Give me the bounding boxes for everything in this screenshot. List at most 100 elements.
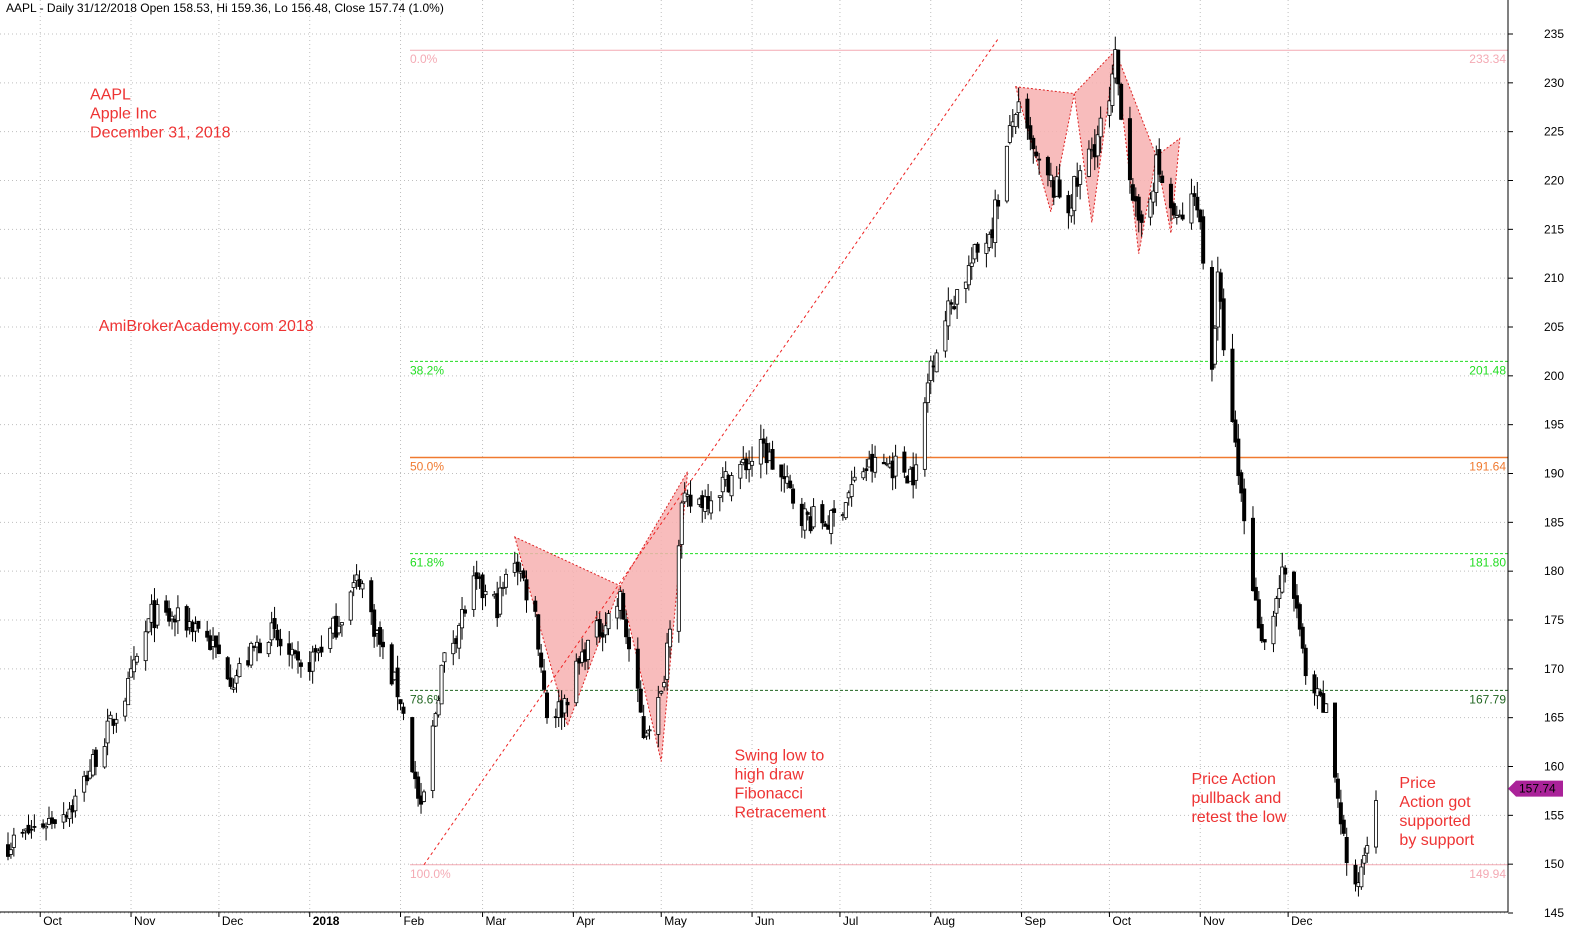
- annotation-line: AmiBrokerAcademy.com 2018: [99, 318, 314, 335]
- candle-body: [266, 642, 271, 655]
- candle-body: [269, 622, 274, 641]
- candle-body: [413, 771, 418, 780]
- candle-body: [1028, 125, 1033, 140]
- candle-body: [82, 775, 87, 793]
- fib-level-value: 191.64: [1469, 459, 1506, 473]
- candle-body: [1168, 183, 1173, 209]
- x-tick-label: 2018: [313, 914, 340, 928]
- candle-body: [1127, 118, 1132, 181]
- candle-body: [348, 591, 353, 621]
- candle-body: [328, 627, 333, 649]
- y-tick-label: 195: [1544, 418, 1564, 432]
- x-tick-label: Feb: [404, 914, 425, 928]
- candle-body: [665, 642, 670, 680]
- candle-body: [1277, 588, 1282, 599]
- candle-body: [1016, 101, 1021, 114]
- x-tick-label: Dec: [1291, 914, 1312, 928]
- candle-body: [257, 642, 262, 654]
- y-tick-label: 160: [1544, 760, 1564, 774]
- candle-body: [820, 504, 825, 524]
- candle-body: [1256, 599, 1261, 629]
- candle-body: [1212, 327, 1217, 365]
- annotation-line: Action got: [1399, 794, 1471, 811]
- fib-level-value: 201.48: [1469, 363, 1506, 377]
- fib-level-value: 149.94: [1469, 867, 1506, 881]
- candle-body: [852, 476, 857, 481]
- candle-body: [624, 619, 629, 638]
- last-price-tag-shape: [1508, 780, 1563, 797]
- candle-body: [1239, 472, 1244, 494]
- candle-body: [102, 746, 107, 768]
- candle-body: [747, 463, 752, 470]
- candle-body: [460, 609, 465, 629]
- candle-body: [963, 281, 968, 289]
- fib-level-value: 167.79: [1469, 692, 1506, 706]
- candlestick-layer: [6, 36, 1379, 897]
- annotation-text: AAPL Apple Inc December 31, 2018: [90, 86, 231, 141]
- annotation-layer: AAPL Apple Inc December 31, 2018 AmiBrokerA…: [90, 86, 1475, 849]
- candle-body: [462, 609, 467, 614]
- candle-body: [1332, 702, 1337, 778]
- candle-body: [788, 480, 793, 489]
- candle-body: [1086, 148, 1091, 177]
- y-tick-labels: 145 150 155 160 165 170 175 180 185 190 195 200 205 2…: [1508, 27, 1564, 920]
- candle-body: [952, 306, 957, 310]
- candle-body: [943, 320, 948, 352]
- candle-body: [175, 607, 180, 622]
- candle-body: [688, 494, 693, 507]
- candle-body: [1353, 864, 1358, 885]
- candle-body: [372, 609, 377, 637]
- candle-body: [184, 606, 189, 631]
- candle-body: [395, 667, 400, 698]
- y-tick-label: 200: [1544, 369, 1564, 383]
- candle-body: [421, 791, 426, 802]
- candle-body: [1283, 567, 1288, 575]
- candle-body: [1095, 134, 1100, 157]
- candle-body: [893, 455, 898, 477]
- candle-body: [770, 449, 775, 470]
- candle-body: [720, 476, 725, 493]
- candle-body: [934, 352, 939, 373]
- candle-body: [410, 717, 415, 773]
- candle-body: [524, 579, 529, 601]
- annotation-line: by support: [1399, 832, 1474, 849]
- annotation-text: Price Action got supported by support: [1399, 775, 1474, 849]
- x-tick-label: Mar: [486, 914, 507, 928]
- y-tick-label: 225: [1544, 125, 1564, 139]
- candle-body: [993, 199, 998, 243]
- x-tick-label: Sep: [1025, 914, 1047, 928]
- candle-body: [474, 572, 479, 580]
- y-tick-label: 230: [1544, 76, 1564, 90]
- candle-body: [1148, 198, 1153, 218]
- candle-body: [401, 706, 406, 714]
- candle-body: [1230, 348, 1235, 423]
- candle-body: [544, 692, 549, 719]
- annotation-line: Price Action: [1191, 771, 1275, 788]
- candle-body: [615, 605, 620, 619]
- candle-body: [1300, 626, 1305, 649]
- candle-body: [1236, 438, 1241, 477]
- candle-body: [1045, 157, 1050, 176]
- x-tick-label: Oct: [1112, 914, 1131, 928]
- candle-body: [1107, 100, 1112, 116]
- candle-body: [1262, 639, 1267, 643]
- y-tick-label: 220: [1544, 174, 1564, 188]
- candle-body: [319, 646, 324, 653]
- candle-body: [662, 682, 667, 688]
- candle-body: [761, 438, 766, 444]
- candle-body: [902, 451, 907, 473]
- candle-body: [1160, 175, 1165, 184]
- candle-body: [832, 508, 837, 513]
- candle-body: [1233, 419, 1238, 443]
- candle-body: [1151, 190, 1156, 203]
- annotation-line: Apple Inc: [90, 105, 157, 122]
- chart-title: AAPL - Daily 31/12/2018 Open 158.53, Hi …: [6, 1, 444, 15]
- candle-body: [164, 600, 169, 613]
- candle-body: [1221, 298, 1226, 351]
- candle-body: [1294, 595, 1299, 609]
- grid-layer: [0, 0, 1508, 914]
- candle-body: [498, 587, 503, 615]
- candle-body: [949, 302, 954, 305]
